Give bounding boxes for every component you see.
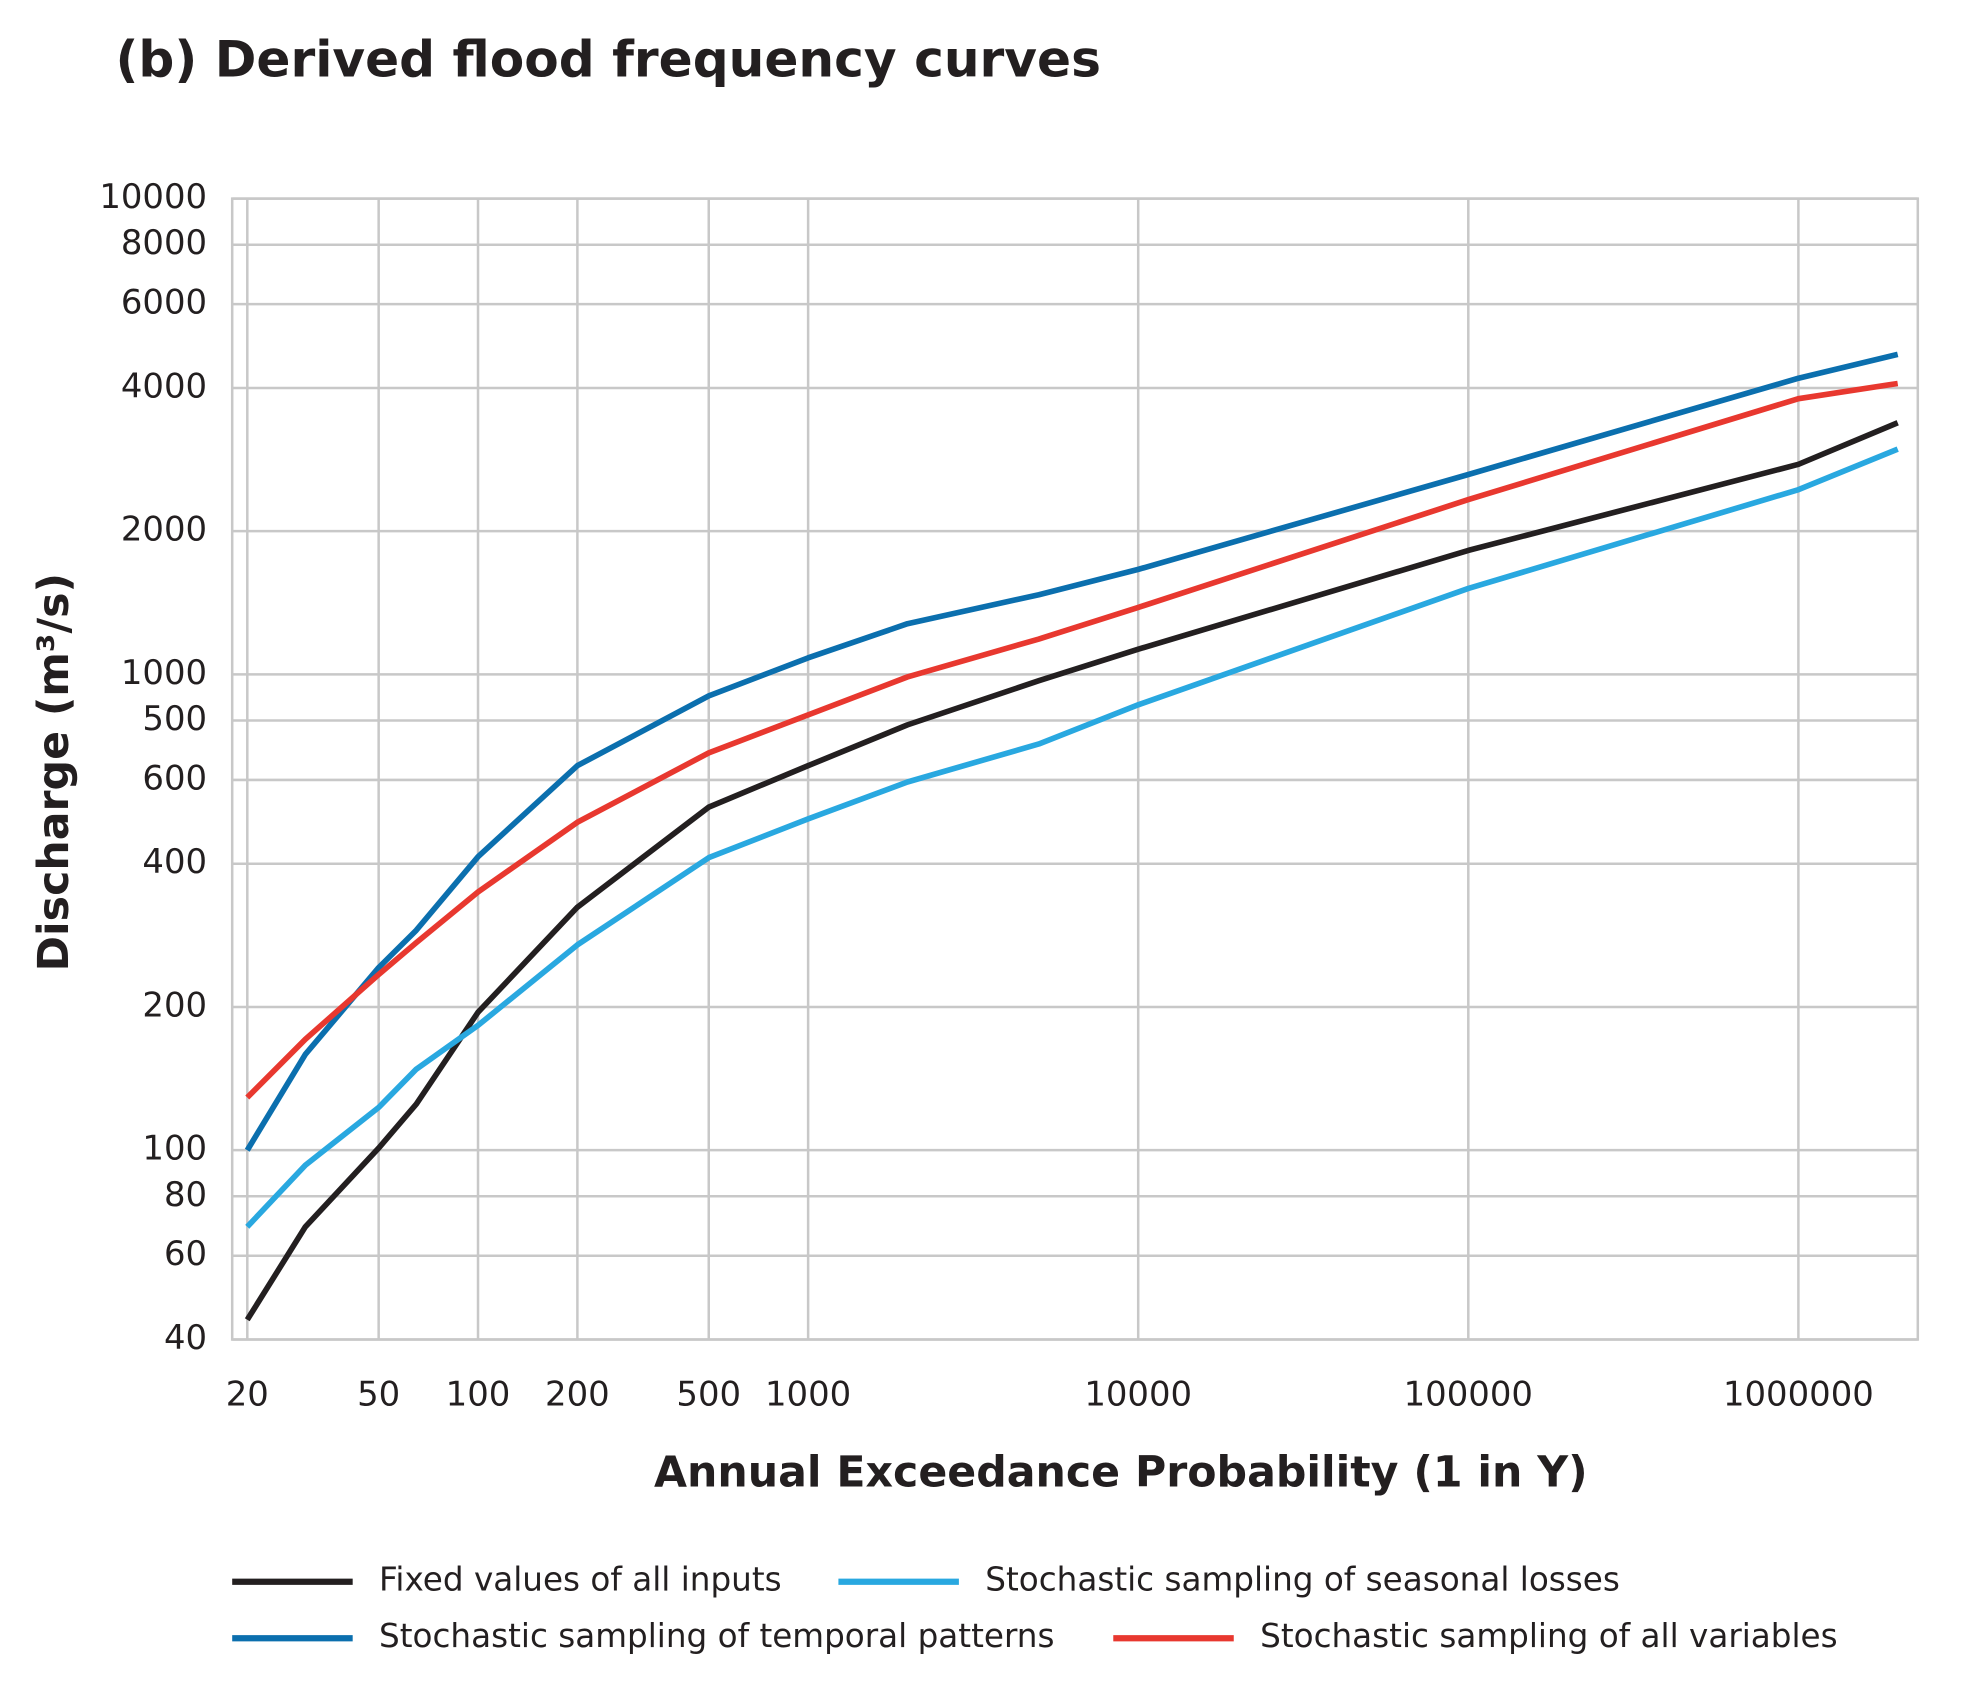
plot-frame: [230, 197, 1920, 1341]
legend-label: Stochastic sampling of seasonal losses: [985, 1561, 1620, 1599]
y-tick-label: 1000: [121, 653, 207, 692]
x-tick-label: 100: [446, 1374, 511, 1413]
line-series: [244, 420, 1899, 1322]
y-tick-label: 60: [164, 1234, 207, 1273]
y-tick-label: 40: [164, 1318, 207, 1357]
x-tick-label: 500: [676, 1374, 741, 1413]
legend-label: Stochastic sampling of all variables: [1260, 1617, 1838, 1655]
line-series: [245, 446, 1899, 1229]
x-tick-label: 20: [226, 1374, 269, 1413]
y-axis-label: Discharge (m³/s): [29, 573, 79, 971]
y-tick-label: 4000: [121, 366, 207, 405]
x-tick-label: 10000: [1084, 1374, 1192, 1413]
y-tick-label: 400: [142, 842, 207, 881]
y-tick-label: 2000: [121, 510, 207, 549]
x-tick-label: 50: [357, 1374, 400, 1413]
y-tick-label: 100: [142, 1129, 207, 1168]
line-series: [244, 351, 1899, 1152]
x-tick-label: 200: [545, 1374, 610, 1413]
x-tick-label: 1000: [765, 1374, 851, 1413]
line-series: [245, 380, 1899, 1100]
y-tick-label: 600: [142, 758, 207, 797]
legend-label: Fixed values of all inputs: [379, 1561, 782, 1599]
x-tick-label: 1000000: [1723, 1374, 1874, 1413]
x-axis-label: Annual Exceedance Probability (1 in Y): [654, 1448, 1588, 1498]
y-tick-label: 8000: [121, 223, 207, 262]
y-tick-label: 10000: [99, 177, 207, 216]
x-tick-label: 100000: [1404, 1374, 1533, 1413]
y-tick-label: 6000: [121, 283, 207, 322]
y-tick-label: 500: [142, 699, 207, 738]
legend-label: Stochastic sampling of temporal patterns: [379, 1617, 1054, 1655]
chart-title: (b) Derived flood frequency curves: [115, 30, 1100, 89]
y-tick-label: 80: [164, 1175, 207, 1214]
y-tick-label: 200: [142, 985, 207, 1024]
